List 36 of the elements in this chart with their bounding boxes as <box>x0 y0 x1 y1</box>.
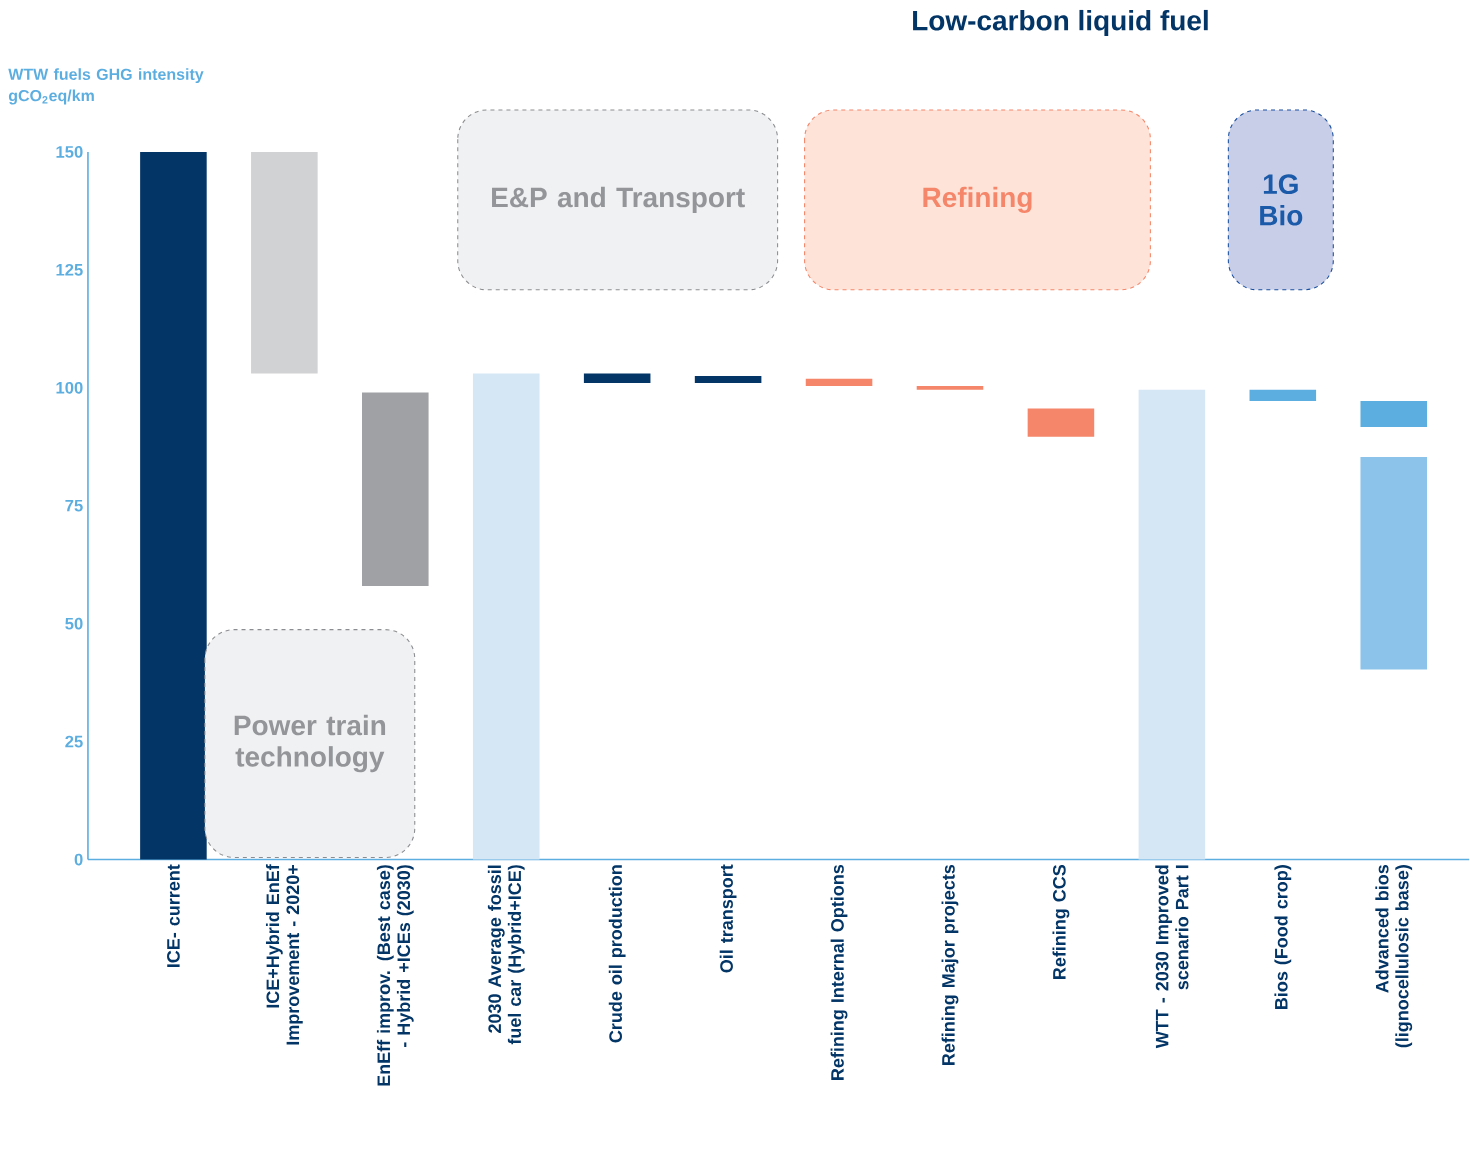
x-tick-label: 2030 Average fossil fuel car (Hybrid+ICE) <box>487 864 525 1045</box>
y-tick-label: 100 <box>56 381 83 394</box>
bar <box>1027 408 1095 437</box>
x-tick-label: EnEff improv. (Best case) - Hybrid +ICEs (2030) <box>376 864 414 1086</box>
y-tick-label: 25 <box>65 735 83 748</box>
y-tick-label: 0 <box>74 853 83 866</box>
bar <box>1138 389 1206 860</box>
annotation: Refining <box>923 186 1032 213</box>
bar <box>1360 400 1428 427</box>
bar <box>472 373 540 860</box>
x-tick-label: Crude oil production <box>608 865 626 1043</box>
y-axis-title: WTW fuels GHG intensity gCO$_{2}$eq/km <box>8 68 204 105</box>
bar <box>694 375 762 383</box>
annotation: Power train technology <box>234 714 386 773</box>
bar <box>583 373 651 383</box>
bar <box>251 151 318 374</box>
y-tick-label: 125 <box>56 263 83 276</box>
y-tick-label: 75 <box>65 499 83 512</box>
x-tick-label: Refining Internal Options <box>830 864 848 1080</box>
bar <box>140 151 207 860</box>
x-tick-label: ICE+Hybrid EnEf Improvement - 2020+ <box>265 864 303 1045</box>
y-tick-label: 150 <box>56 145 83 158</box>
x-tick-label: Refining Major projects <box>941 864 959 1065</box>
x-tick-label: Bios (Food crop) <box>1274 864 1292 1009</box>
annotation: E&P and Transport <box>492 186 745 213</box>
bar <box>1360 456 1428 670</box>
chart-title: Low-carbon liquid fuel <box>913 9 1208 36</box>
x-tick-label: Oil transport <box>719 864 737 973</box>
y-tick-label: 50 <box>65 617 83 630</box>
x-tick-label: WTT - 2030 Improved scenario Part I <box>1155 865 1189 1048</box>
x-tick-label: Refining CCS <box>1052 864 1070 979</box>
bar <box>1249 389 1317 401</box>
x-tick-label: ICE- current <box>167 864 180 967</box>
x-tick-label: Advanced bios (lignocellulosic base) <box>1375 864 1413 1048</box>
bar <box>362 392 429 586</box>
annotation: 1G Bio <box>1260 174 1303 226</box>
